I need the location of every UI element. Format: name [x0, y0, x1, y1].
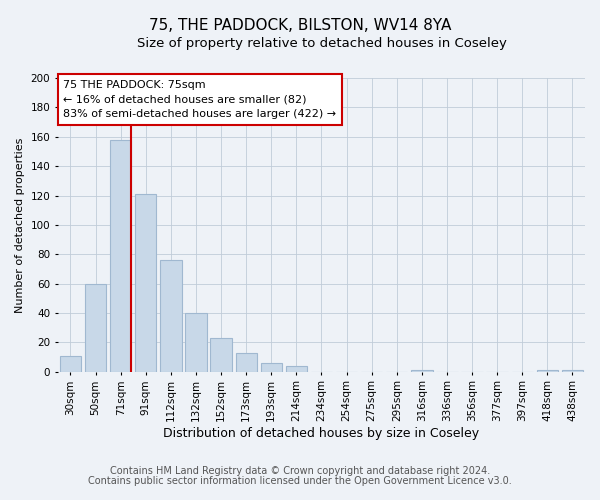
Bar [286, 366, 307, 372]
Bar [260, 363, 282, 372]
X-axis label: Distribution of detached houses by size in Coseley: Distribution of detached houses by size … [163, 427, 479, 440]
Y-axis label: Number of detached properties: Number of detached properties [15, 137, 25, 312]
Bar [160, 260, 182, 372]
Bar [85, 284, 106, 372]
Bar [411, 370, 433, 372]
Bar [536, 370, 558, 372]
Bar [185, 313, 206, 372]
Bar [110, 140, 131, 372]
Bar [135, 194, 157, 372]
Title: Size of property relative to detached houses in Coseley: Size of property relative to detached ho… [137, 38, 506, 51]
Bar [60, 356, 81, 372]
Text: 75, THE PADDOCK, BILSTON, WV14 8YA: 75, THE PADDOCK, BILSTON, WV14 8YA [149, 18, 451, 32]
Text: Contains public sector information licensed under the Open Government Licence v3: Contains public sector information licen… [88, 476, 512, 486]
Bar [211, 338, 232, 372]
Bar [562, 370, 583, 372]
Bar [236, 352, 257, 372]
Text: Contains HM Land Registry data © Crown copyright and database right 2024.: Contains HM Land Registry data © Crown c… [110, 466, 490, 476]
Text: 75 THE PADDOCK: 75sqm
← 16% of detached houses are smaller (82)
83% of semi-deta: 75 THE PADDOCK: 75sqm ← 16% of detached … [63, 80, 337, 119]
